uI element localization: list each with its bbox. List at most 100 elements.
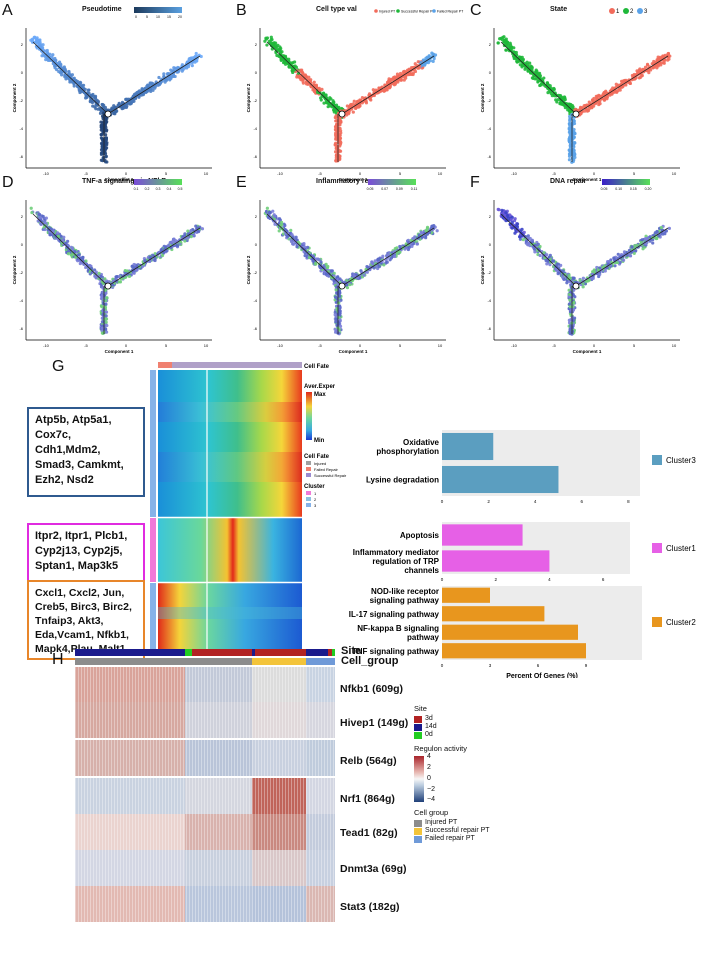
legend-tick: 0.05 xyxy=(601,187,608,191)
x-tick-label: 5 xyxy=(399,171,402,176)
legend-tick: 0.1 xyxy=(134,187,139,191)
gene-line: Cyp2j13, Cyp2j5, xyxy=(35,545,123,557)
cluster-legend-title: Cluster xyxy=(304,484,325,490)
y-tick-label: -4 xyxy=(19,298,23,303)
cell-fate-label: Cell Fate xyxy=(304,364,330,370)
legend-tick: 0.15 xyxy=(630,187,637,191)
legend-tick: 0.5 xyxy=(178,187,183,191)
gene-line: Tnfaip3, Akt3, xyxy=(35,615,104,627)
bar xyxy=(442,432,494,461)
cluster-legend-item: 1 xyxy=(314,491,317,496)
legend-swatch xyxy=(652,617,662,627)
y-tick-label: -2 xyxy=(487,98,491,103)
y-tick-label: -2 xyxy=(253,270,257,275)
x-axis-label: Component 1 xyxy=(339,349,368,354)
legend-item: 1 xyxy=(616,9,620,15)
panel-title: Pseudotime xyxy=(82,6,122,13)
y-axis-label: Component 2 xyxy=(246,83,251,112)
x-tick-label: 5 xyxy=(165,343,168,348)
x-tick-label: 4 xyxy=(534,499,537,504)
legend-tick: 0.10 xyxy=(615,187,622,191)
panel-title: Cell type val xyxy=(316,6,357,13)
legend-tick: 0.2 xyxy=(145,187,150,191)
cell-fate-legend-item: Injured xyxy=(314,461,326,466)
panel-legend: 0.05 0.07 0.09 0.11 xyxy=(367,179,418,191)
gene-line: Cxcl1, Cxcl2, Jun, xyxy=(35,587,125,599)
bar-category-label: Oxidative phosphorylation xyxy=(376,438,439,456)
aver-exper-min: Min xyxy=(314,438,325,444)
gene-box-cluster1: Itpr2, Itpr1, Plcb1, Cyp2j13, Cyp2j5, Sp… xyxy=(27,523,145,586)
x-tick-label: -10 xyxy=(277,343,284,348)
injured-swatch xyxy=(414,820,422,827)
x-axis-label: Component 1 xyxy=(105,349,134,354)
legend-swatch xyxy=(652,455,662,465)
x-tick-label: 10 xyxy=(438,343,443,348)
trajectory-plot: -10 -5 0 5 10 2 0 -2 -4 -6 Component 1 Component 2 xyxy=(12,28,212,182)
x-axis-label: Component 1 xyxy=(105,177,134,182)
regulon-activity-colorbar xyxy=(414,756,424,802)
legend-item: 2 xyxy=(630,9,634,15)
trajectory-plot: -10 -5 0 5 10 2 0 -2 -4 -6 Component 1 Component 2 xyxy=(12,200,212,354)
regulon-activity-title: Regulon activity xyxy=(414,744,467,753)
bar-category-label: Inflammatory mediator regulation of TRP ch… xyxy=(353,548,440,575)
y-tick-label: 0 xyxy=(21,242,24,247)
y-axis-label: Component 2 xyxy=(246,255,251,284)
site-14d-swatch xyxy=(414,724,422,731)
aver-exper-title: Aver.Exper xyxy=(304,384,336,390)
bar-category-label: IL-17 signaling pathway xyxy=(349,610,440,619)
panel-letter: E xyxy=(236,174,247,191)
y-tick-label: -6 xyxy=(253,154,257,159)
legend-item: Successful Repair PT xyxy=(401,9,436,13)
x-tick-label: -5 xyxy=(552,343,556,348)
panel-legend: 0 5 10 15 20 xyxy=(134,7,182,19)
x-tick-label: 0 xyxy=(125,171,128,176)
site-legend-item: 3d xyxy=(425,715,433,722)
legend-tick: 0.07 xyxy=(381,187,388,191)
x-tick-label: 5 xyxy=(399,343,402,348)
gene-box-cluster3: Atp5b, Atp5a1, Cox7c, Cdh1,Mdm2, Smad3, … xyxy=(27,407,145,497)
cell-fate-legend-item: Successful Repair xyxy=(314,473,347,478)
x-axis-label: Component 1 xyxy=(339,177,368,182)
panel-legend: 0.1 0.2 0.3 0.4 0.5 xyxy=(134,179,183,191)
regulon-activity-tick: 0 xyxy=(427,775,431,782)
regulon-activity-tick: −2 xyxy=(427,786,435,793)
x-axis-label: Percent Of Genes (%) xyxy=(506,673,578,678)
panel-letter: F xyxy=(470,174,480,191)
x-tick-label: 0 xyxy=(359,343,362,348)
x-tick-label: -10 xyxy=(43,343,50,348)
regulon-label: Tead1 (82g) xyxy=(340,827,398,839)
panel-title: DNA repair xyxy=(550,178,587,185)
x-tick-label: 0 xyxy=(125,343,128,348)
trajectory-plot: -10 -5 0 5 10 2 0 -2 -4 -6 Component 1 Component 2 xyxy=(246,200,446,354)
x-tick-label: 2 xyxy=(494,577,497,582)
regulon-label: Stat3 (182g) xyxy=(340,901,400,913)
y-tick-label: -6 xyxy=(19,326,23,331)
y-tick-label: -4 xyxy=(19,126,23,131)
site-3d-swatch xyxy=(414,716,422,723)
site-legend-title: Site xyxy=(414,704,427,713)
gene-line: Sptan1, Map3k5 xyxy=(35,560,119,572)
bar-category-label: Apoptosis xyxy=(400,531,440,540)
legend-tick: 20 xyxy=(178,15,182,19)
y-tick-label: -4 xyxy=(487,298,491,303)
regulon-activity-tick: 2 xyxy=(427,764,431,771)
regulon-label: Dnmt3a (69g) xyxy=(340,863,407,875)
y-tick-label: -6 xyxy=(253,326,257,331)
x-tick-label: 5 xyxy=(633,171,636,176)
legend-tick: 0.4 xyxy=(167,187,172,191)
panel-legend: 1 2 3 xyxy=(609,8,648,15)
failed-swatch xyxy=(414,836,422,843)
cluster-legend-item: 2 xyxy=(314,497,317,502)
x-axis-label: Component 1 xyxy=(573,177,602,182)
x-tick-label: 5 xyxy=(633,343,636,348)
y-tick-label: 2 xyxy=(21,214,24,219)
trajectory-plot: -10 -5 0 5 10 2 0 -2 -4 -6 Component 1 Component 2 xyxy=(246,28,446,182)
gene-line: Ezh2, Nsd2 xyxy=(35,474,94,486)
legend-label: Cluster2 xyxy=(666,618,696,627)
legend-item: Failed Repair PT xyxy=(437,9,464,13)
y-tick-label: 0 xyxy=(255,242,258,247)
x-tick-label: 6 xyxy=(537,663,540,668)
y-tick-label: 2 xyxy=(255,42,258,47)
legend-tick: 0.11 xyxy=(411,187,418,191)
cell-group-legend-item: Successful repair PT xyxy=(425,827,490,834)
